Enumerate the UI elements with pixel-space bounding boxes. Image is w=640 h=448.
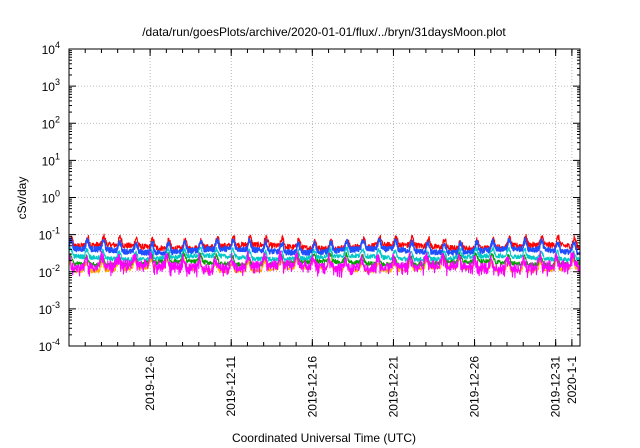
y-tick-label: 101 <box>42 151 60 168</box>
x-tick-label: 2019-12-11 <box>224 356 238 417</box>
y-tick-label: 100 <box>42 189 60 206</box>
y-tick-label: 10-2 <box>39 263 60 280</box>
chart-title: /data/run/goesPlots/archive/2020-01-01/f… <box>142 25 506 39</box>
x-axis: 2019-12-6 2019-12-11 2019-12-16 2019-12-21 2… <box>84 49 579 418</box>
y-tick-label: 104 <box>42 40 60 57</box>
y-axis-label: cSv/day <box>15 177 29 220</box>
series-layer <box>68 233 581 279</box>
y-tick-label: 102 <box>42 114 60 131</box>
x-tick-label: 2019-12-6 <box>143 356 157 411</box>
y-tick-label: 10-3 <box>39 300 60 317</box>
grid-lines <box>69 49 580 346</box>
y-tick-label: 10-4 <box>39 337 60 354</box>
series-line <box>68 246 581 263</box>
x-tick-label: 2020-1-1 <box>565 356 579 404</box>
x-tick-label: 2019-12-26 <box>468 356 482 418</box>
x-tick-label: 2019-12-16 <box>305 356 319 418</box>
x-axis-label: Coordinated Universal Time (UTC) <box>232 431 416 445</box>
series-line <box>68 251 581 268</box>
series-line <box>68 249 581 279</box>
y-axis: 10-4 10-3 10-2 10-1 100 101 102 103 104 <box>39 40 580 354</box>
x-tick-label: 2019-12-31 <box>549 356 563 418</box>
y-tick-label: 10-1 <box>39 226 60 243</box>
x-tick-label: 2019-12-21 <box>386 356 400 418</box>
series-line <box>68 237 581 256</box>
y-tick-label: 103 <box>42 77 60 94</box>
